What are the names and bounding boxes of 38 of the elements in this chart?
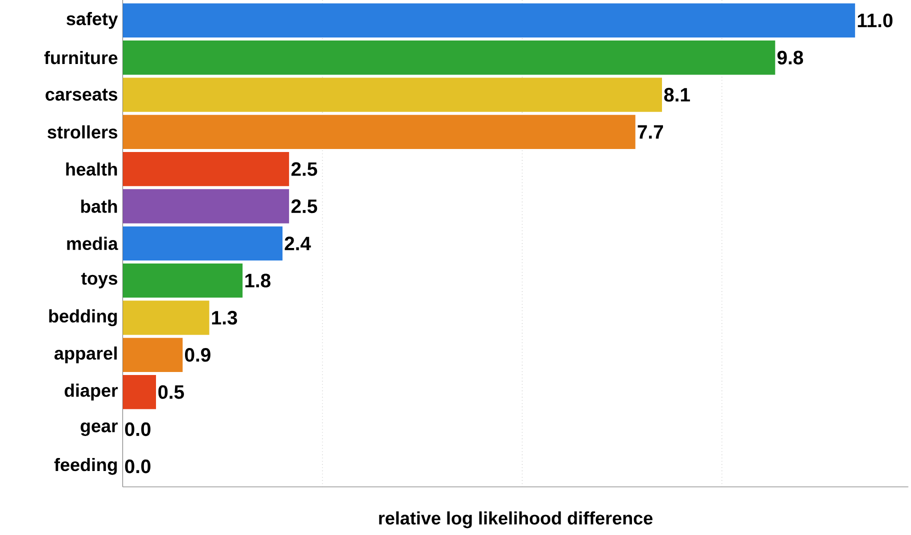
y-tick-label: safety bbox=[66, 12, 118, 29]
data-label: 7.7 bbox=[638, 125, 664, 139]
y-tick-label: strollers bbox=[48, 125, 118, 139]
y-tick-label: diaper bbox=[64, 384, 118, 401]
y-tick-label: carseats bbox=[46, 88, 118, 101]
data-label: 2.5 bbox=[291, 162, 318, 176]
bar bbox=[122, 338, 183, 372]
data-label: 8.1 bbox=[664, 88, 690, 102]
data-label: 2.4 bbox=[284, 236, 311, 250]
bar bbox=[122, 78, 662, 112]
y-tick-label: feeding bbox=[54, 458, 117, 475]
x-axis-title: relative log likelihood difference bbox=[379, 511, 652, 528]
data-label: 0.5 bbox=[158, 385, 184, 399]
y-tick-label: toys bbox=[81, 272, 118, 288]
data-label: 11.0 bbox=[858, 14, 892, 28]
bar bbox=[122, 375, 156, 410]
y-tick-label: bath bbox=[81, 200, 117, 213]
bar bbox=[122, 189, 290, 224]
y-tick-label: health bbox=[66, 162, 117, 176]
bar bbox=[122, 264, 243, 298]
y-tick-label: apparel bbox=[54, 346, 117, 364]
data-label: 1.8 bbox=[245, 274, 270, 288]
y-tick-label: gear bbox=[80, 422, 118, 436]
y-tick-label: bedding bbox=[49, 309, 117, 326]
bar bbox=[122, 300, 210, 335]
bar bbox=[122, 152, 290, 186]
data-label: 1.3 bbox=[212, 310, 238, 325]
data-label: 0.0 bbox=[125, 422, 150, 436]
bar bbox=[122, 226, 283, 261]
data-label: 0.9 bbox=[185, 348, 210, 362]
bar bbox=[122, 3, 856, 38]
y-tick-label: media bbox=[67, 236, 118, 250]
bar bbox=[122, 114, 636, 150]
data-label: 2.5 bbox=[291, 199, 318, 214]
data-label: 9.8 bbox=[777, 50, 804, 65]
bar bbox=[122, 40, 776, 75]
y-tick-label: furniture bbox=[44, 51, 118, 64]
data-label: 0.0 bbox=[125, 460, 150, 474]
